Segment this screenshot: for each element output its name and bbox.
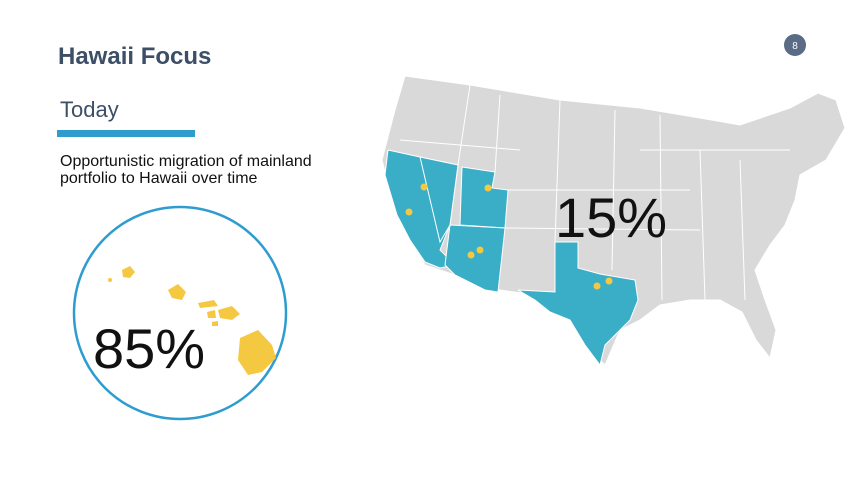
- accent-bar: [57, 130, 195, 137]
- mainland-share: 15%: [555, 186, 667, 249]
- page-badge: [784, 34, 806, 56]
- hawaii-circle: [72, 205, 288, 421]
- page-number: 8: [792, 41, 798, 52]
- us-map: [381, 75, 846, 367]
- body-line: Opportunistic migration of mainland: [60, 153, 312, 170]
- body-line: portfolio to Hawaii over time: [60, 170, 258, 187]
- heading: Today: [60, 97, 119, 122]
- title: Hawaii Focus: [58, 43, 211, 70]
- hawaii-islands: [108, 266, 276, 375]
- hawaii-share: 85%: [93, 317, 205, 380]
